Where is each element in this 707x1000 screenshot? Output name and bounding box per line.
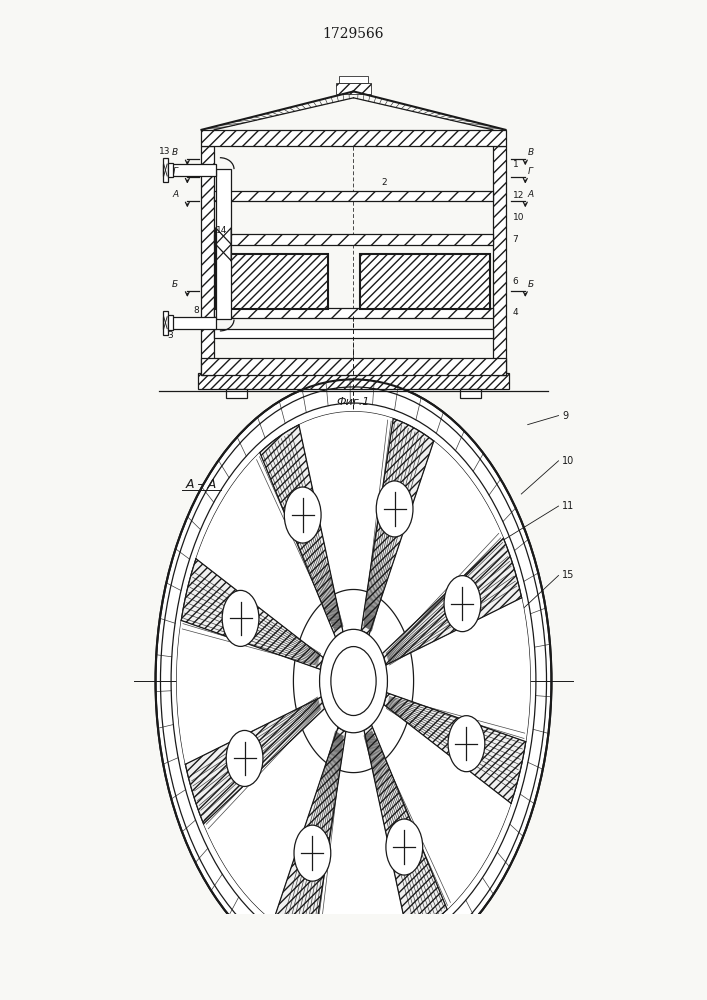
Bar [201,146,214,375]
Text: 10: 10 [513,213,524,222]
Bar [198,373,509,389]
Ellipse shape [222,590,259,646]
Bar [216,254,328,309]
Bar [163,158,168,182]
Ellipse shape [156,379,551,983]
Bar [163,317,216,329]
Ellipse shape [376,481,413,537]
Text: 2: 2 [382,178,387,187]
Bar [216,169,231,319]
Text: 12: 12 [513,191,524,200]
Text: 10: 10 [562,456,574,466]
Bar [201,130,506,146]
Text: Б: Б [527,280,534,289]
Polygon shape [260,425,343,637]
Text: Фиг.1: Фиг.1 [337,397,370,407]
Bar [336,83,371,94]
Text: 11: 11 [562,501,574,511]
Ellipse shape [320,629,387,733]
Text: 14: 14 [216,226,228,235]
Ellipse shape [444,576,481,632]
Text: B: B [172,148,178,157]
Bar [163,164,216,176]
Bar [360,254,490,309]
Ellipse shape [284,487,321,543]
Bar [460,389,481,398]
Text: Г: Г [527,167,532,176]
Text: A: A [172,190,178,199]
Text: 9: 9 [562,411,568,421]
Bar [168,163,173,177]
Polygon shape [185,697,325,824]
Text: 1729566: 1729566 [323,27,384,41]
Polygon shape [274,727,346,943]
Ellipse shape [448,716,485,772]
Polygon shape [181,559,323,669]
Text: 13: 13 [159,147,170,156]
Text: Г: Г [173,167,178,176]
Bar [201,358,506,375]
Bar [226,389,247,398]
Bar [214,308,493,318]
Bar [214,191,493,201]
Polygon shape [361,419,433,635]
Text: B: B [527,148,534,157]
Text: Б: Б [172,280,178,289]
Text: A – A: A – A [186,478,217,491]
Text: 15: 15 [562,570,575,580]
Text: 4: 4 [513,308,518,317]
Bar [493,146,506,375]
Ellipse shape [331,647,376,716]
Bar [214,234,493,245]
Ellipse shape [226,730,263,786]
Ellipse shape [177,412,530,950]
Ellipse shape [294,825,331,881]
Text: A: A [527,190,534,199]
Polygon shape [382,538,522,665]
Bar [339,76,368,83]
Text: 3: 3 [168,331,173,340]
Text: 1: 1 [513,160,518,169]
Text: 6: 6 [513,277,518,286]
Bar [214,329,493,338]
Polygon shape [384,693,526,803]
Text: 8: 8 [194,306,199,315]
Bar [163,311,168,335]
Polygon shape [364,725,447,937]
Text: 7: 7 [513,235,518,244]
Ellipse shape [386,819,423,875]
Bar [168,315,173,330]
